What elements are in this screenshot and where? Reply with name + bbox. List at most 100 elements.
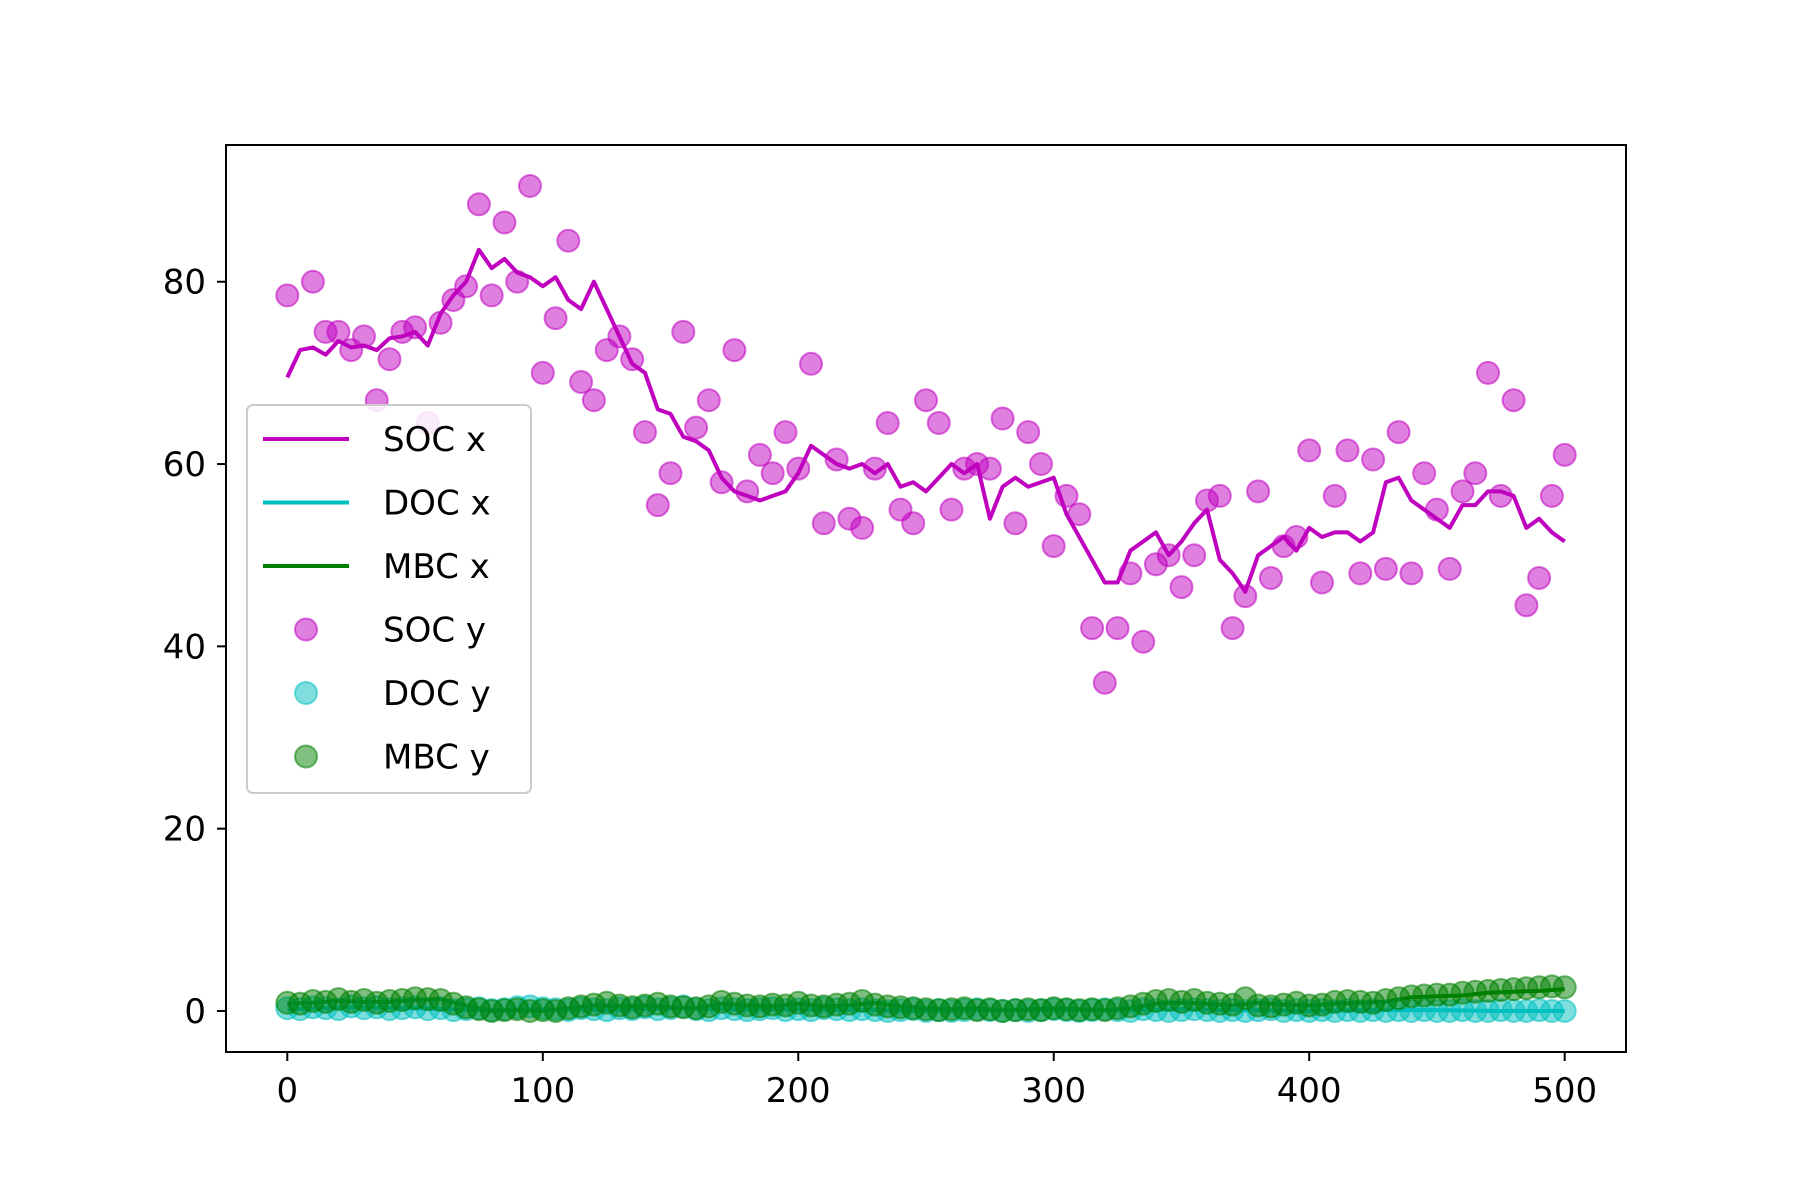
- scatter-point-soc-y: [556, 228, 581, 253]
- scatter-point-soc-y: [824, 447, 849, 472]
- scatter-point-soc-y: [786, 456, 811, 481]
- scatter-point-soc-y: [1246, 479, 1271, 504]
- scatter-point-soc-y: [926, 411, 951, 435]
- scatter-point-soc-y: [875, 411, 900, 435]
- scatter-point-soc-y: [620, 347, 645, 372]
- scatter-point-soc-y: [633, 420, 657, 445]
- scatter-point-soc-y: [377, 347, 402, 372]
- legend: SOC x DOC x MBC x SOC y DOC y MBC y: [246, 404, 532, 794]
- scatter-point-soc-y: [914, 388, 938, 413]
- scatter-point-soc-y: [1348, 561, 1373, 586]
- scatter-point-soc-y: [1335, 438, 1360, 463]
- scatter-point-soc-y: [862, 456, 887, 481]
- scatter-point-soc-y: [466, 192, 491, 217]
- scatter-point-doc-y: [1552, 999, 1577, 1023]
- scatter-point-soc-y: [530, 360, 555, 385]
- legend-swatch-soc-y: [294, 617, 318, 642]
- scatter-point-soc-y: [799, 351, 823, 376]
- legend-label-soc-x: SOC x: [383, 420, 486, 460]
- scatter-point-soc-y: [1207, 483, 1232, 508]
- scatter-point-soc-y: [607, 324, 632, 349]
- scatter-point-soc-y: [1080, 616, 1105, 641]
- scatter-point-soc-y: [1463, 461, 1488, 486]
- scatter-point-mbc-y: [1552, 975, 1577, 1000]
- scatter-point-soc-y: [1488, 483, 1513, 508]
- axes-frame: [225, 144, 1627, 1053]
- scatter-point-soc-y: [1105, 616, 1130, 641]
- scatter-point-soc-y: [684, 415, 709, 440]
- x-tick-label: 0: [276, 1071, 298, 1111]
- scatter-point-soc-y: [1156, 543, 1181, 568]
- scatter-point-soc-y: [300, 269, 325, 294]
- scatter-point-soc-y: [1322, 483, 1347, 508]
- scatter-point-soc-y: [569, 370, 594, 394]
- scatter-point-soc-y: [403, 315, 428, 340]
- scatter-point-soc-y: [1067, 502, 1092, 527]
- legend-label-mbc-y: MBC y: [383, 738, 490, 778]
- scatter-point-soc-y: [454, 274, 479, 299]
- scatter-point-soc-y: [901, 511, 926, 536]
- scatter-point-soc-y: [709, 470, 734, 495]
- scatter-point-soc-y: [1424, 497, 1449, 522]
- scatter-point-soc-y: [1182, 543, 1207, 568]
- x-tick-label: 500: [1532, 1071, 1597, 1111]
- scatter-point-soc-y: [977, 456, 1002, 481]
- scatter-point-soc-y: [505, 269, 530, 294]
- scatter-point-soc-y: [1233, 584, 1258, 609]
- scatter-point-soc-y: [1310, 570, 1334, 595]
- scatter-point-soc-y: [696, 388, 721, 413]
- scatter-point-soc-y: [352, 324, 376, 349]
- scatter-point-soc-y: [990, 406, 1015, 431]
- y-tick-label: 40: [163, 627, 206, 667]
- scatter-point-soc-y: [1092, 670, 1117, 695]
- scatter-point-soc-y: [543, 306, 568, 331]
- scatter-point-soc-y: [1131, 629, 1156, 654]
- series-line-soc-x: [285, 247, 1566, 594]
- legend-box: [246, 404, 532, 794]
- scatter-point-soc-y: [1041, 534, 1066, 559]
- y-tick-label: 0: [184, 992, 206, 1032]
- scatter-point-soc-y: [518, 174, 542, 198]
- scatter-point-soc-y: [1284, 525, 1309, 549]
- scatter-point-soc-y: [1016, 420, 1041, 445]
- y-axis: 0 20 40 60 80: [163, 263, 226, 1032]
- y-tick-label: 60: [163, 445, 206, 485]
- scatter-point-soc-y: [1003, 511, 1028, 536]
- scatter-point-soc-y: [1220, 616, 1245, 641]
- scatter-point-soc-y: [645, 493, 670, 518]
- scatter-point-soc-y: [1399, 561, 1424, 586]
- scatter-point-soc-y: [1373, 556, 1398, 581]
- scatter-point-soc-y: [1514, 593, 1539, 618]
- scatter-point-soc-y: [479, 283, 504, 308]
- legend-label-doc-x: DOC x: [383, 484, 491, 524]
- y-tick-label: 20: [163, 810, 206, 850]
- scatter-point-soc-y: [428, 310, 453, 335]
- scatter-point-soc-y: [658, 461, 683, 486]
- scatter-point-soc-y: [671, 319, 696, 344]
- scatter-point-soc-y: [773, 420, 798, 445]
- legend-label-soc-y: SOC y: [383, 611, 486, 651]
- scatter-point-soc-y: [722, 338, 747, 363]
- scatter-point-soc-y: [1258, 566, 1283, 590]
- scatter-point-soc-y: [1437, 556, 1462, 581]
- scatter-point-soc-y: [1527, 566, 1552, 590]
- scatter-point-soc-y: [1412, 461, 1437, 486]
- x-tick-label: 300: [1021, 1071, 1086, 1111]
- scatter-point-soc-y: [850, 515, 875, 540]
- scatter-point-soc-y: [747, 442, 772, 467]
- y-tick-label: 80: [163, 263, 206, 303]
- legend-label-doc-y: DOC y: [383, 674, 491, 714]
- x-tick-label: 100: [510, 1071, 575, 1111]
- scatter-layer: [275, 174, 1577, 1023]
- scatter-point-soc-y: [1386, 420, 1411, 445]
- scatter-point-soc-y: [1297, 438, 1322, 463]
- plot-area: [225, 144, 1627, 1053]
- scatter-point-soc-y: [326, 319, 351, 344]
- legend-label-mbc-x: MBC x: [383, 547, 490, 587]
- scatter-point-soc-y: [1539, 483, 1564, 508]
- scatter-point-soc-y: [1361, 447, 1386, 472]
- scatter-point-soc-y: [1450, 479, 1475, 504]
- scatter-point-soc-y: [1501, 388, 1526, 413]
- scatter-point-soc-y: [1029, 452, 1053, 476]
